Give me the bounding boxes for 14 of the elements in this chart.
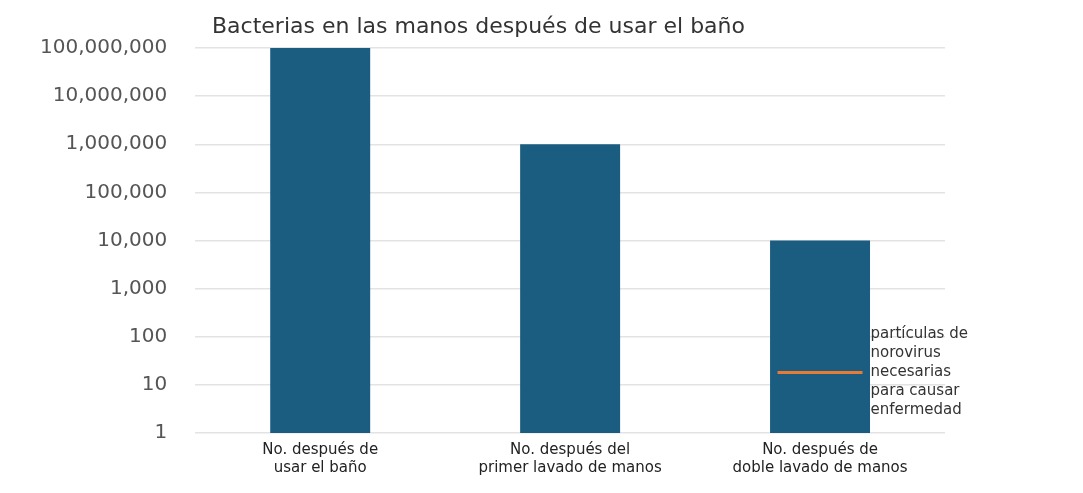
x-tick-label: No. después de usar el baño — [262, 439, 379, 476]
x-tick-label: No. después de doble lavado de manos — [732, 439, 908, 476]
y-tick-label: 100 — [129, 322, 168, 347]
y-tick-label: 1 — [154, 419, 168, 444]
ref-line-label: partículas de norovirus necesarias para causar enfermedad — [870, 324, 968, 419]
y-tick-label: 10,000 — [97, 226, 168, 251]
y-tick-label: 1,000 — [109, 274, 168, 299]
x-tick-label: No. después del primer lavado de manos — [478, 439, 662, 476]
y-tick-label: 100,000 — [84, 178, 168, 203]
y-tick-label: 100,000,000 — [39, 34, 168, 59]
y-tick-label: 10,000,000 — [52, 82, 168, 107]
y-tick-label: 1,000,000 — [65, 130, 168, 155]
chart-title: Bacterias en las manos después de usar el baño — [212, 12, 745, 38]
y-tick-label: 10 — [141, 371, 168, 396]
